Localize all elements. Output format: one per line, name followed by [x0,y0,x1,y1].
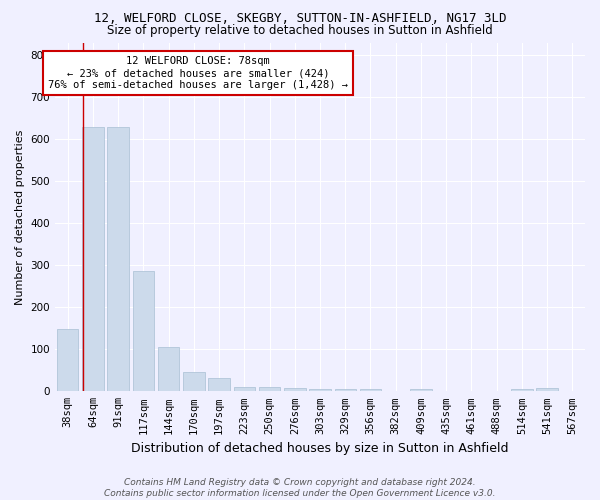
Bar [208,378,230,392]
Bar [335,389,356,392]
Bar [360,389,381,392]
Bar [309,389,331,392]
Bar [82,126,104,392]
Text: Contains HM Land Registry data © Crown copyright and database right 2024.
Contai: Contains HM Land Registry data © Crown c… [104,478,496,498]
Bar [158,347,179,392]
Bar [57,329,79,392]
Bar [511,389,533,392]
X-axis label: Distribution of detached houses by size in Sutton in Ashfield: Distribution of detached houses by size … [131,442,509,455]
Bar [410,389,431,392]
Bar [284,388,305,392]
Bar [183,372,205,392]
Bar [536,388,558,392]
Bar [133,270,154,392]
Text: 12 WELFORD CLOSE: 78sqm
← 23% of detached houses are smaller (424)
76% of semi-d: 12 WELFORD CLOSE: 78sqm ← 23% of detache… [48,56,348,90]
Bar [107,128,129,392]
Bar [233,387,255,392]
Text: Size of property relative to detached houses in Sutton in Ashfield: Size of property relative to detached ho… [107,24,493,37]
Bar [259,387,280,392]
Y-axis label: Number of detached properties: Number of detached properties [15,129,25,304]
Text: 12, WELFORD CLOSE, SKEGBY, SUTTON-IN-ASHFIELD, NG17 3LD: 12, WELFORD CLOSE, SKEGBY, SUTTON-IN-ASH… [94,12,506,26]
